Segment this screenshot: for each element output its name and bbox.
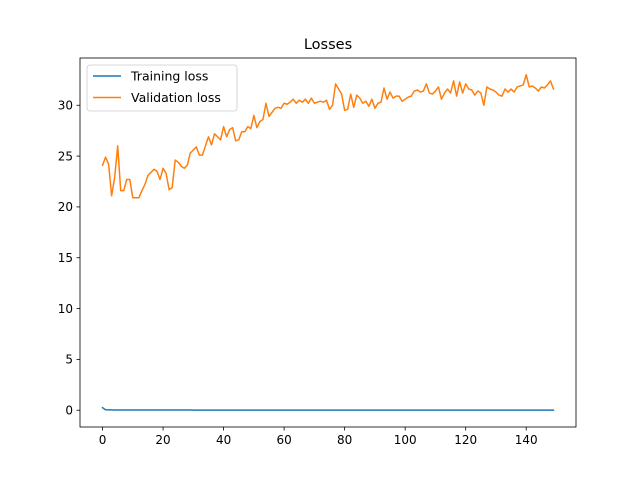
y-tick-label: 0 [65, 404, 73, 418]
axes-frame [79, 57, 577, 428]
chart-title: Losses [304, 37, 352, 53]
legend: Training loss Validation loss [86, 64, 238, 112]
y-tick-label: 15 [58, 251, 73, 265]
y-tick-label: 25 [58, 149, 73, 163]
y-tick-label: 20 [58, 200, 73, 214]
y-tick-label: 10 [58, 302, 73, 316]
x-tick-label: 20 [155, 433, 170, 447]
series-line-training-loss [101, 406, 555, 411]
x-tick-label: 0 [99, 433, 107, 447]
x-tick-label: 60 [276, 433, 291, 447]
x-tick-label: 80 [337, 433, 352, 447]
legend-label-validation-loss: Validation loss [131, 90, 221, 105]
x-tick-label: 100 [394, 433, 417, 447]
plot-area: 0 20 40 60 80 100 120 140 0 5 10 15 20 25 30 [58, 57, 577, 447]
x-tick-label: 40 [216, 433, 231, 447]
series-line-validation-loss [101, 74, 555, 199]
y-tick-label: 5 [65, 353, 73, 367]
legend-label-training-loss: Training loss [130, 69, 208, 84]
legend-box [86, 64, 238, 112]
x-tick-label: 120 [454, 433, 477, 447]
y-tick-label: 30 [58, 99, 73, 113]
x-tick-label: 140 [515, 433, 538, 447]
